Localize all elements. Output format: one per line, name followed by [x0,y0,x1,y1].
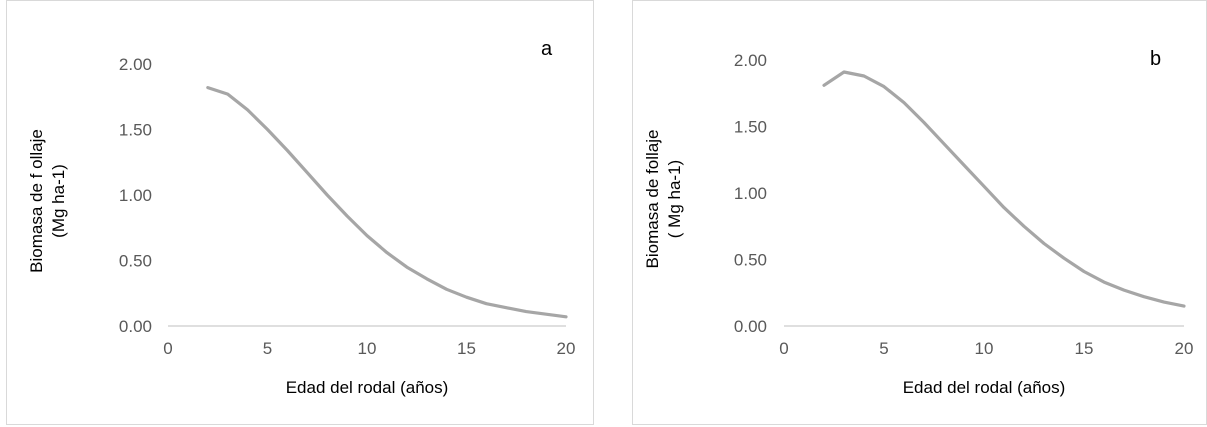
x-axis-title: Edad del rodal (años) [903,378,1066,397]
chart-panel-b: 0.00 0.50 1.00 1.50 2.00 0 5 10 15 20 Edad del rod… [632,0,1207,425]
y-tick-label: 2.00 [119,55,152,74]
panel-letter: a [541,38,553,60]
series-line [822,70,1186,308]
x-axis-title: Edad del rodal (años) [286,378,449,397]
x-tick-label: 5 [263,339,272,358]
y-tick-label: 1.00 [734,184,767,203]
y-tick-label: 0.00 [734,317,767,336]
y-axis-title-line: ( Mg ha-1) [665,160,684,238]
y-tick-label: 0.00 [119,317,152,336]
x-tick-label: 20 [1175,339,1194,358]
x-tick-label: 0 [163,339,172,358]
panel-letter: b [1150,48,1161,70]
x-tick-label: 10 [358,339,377,358]
y-axis-title-line: (Mg ha-1) [49,164,68,238]
chart-b: 0.00 0.50 1.00 1.50 2.00 0 5 10 15 20 Edad del rod… [643,48,1194,397]
x-tick-label: 15 [457,339,476,358]
y-axis-title-line: Biomasa de f ollaje [27,129,46,273]
y-tick-label: 1.50 [119,121,152,140]
x-tick-label: 0 [779,339,788,358]
y-tick-label: 0.50 [734,251,767,270]
x-tick-label: 20 [557,339,576,358]
y-axis-title-line: Biomasa de follaje [643,130,662,269]
y-tick-label: 1.50 [734,118,767,137]
series-line [206,85,568,319]
x-tick-label: 15 [1075,339,1094,358]
chart-a: 0.00 0.50 1.00 1.50 2.00 0 5 10 15 20 Edad del rod… [27,38,576,397]
chart-panel-a: 0.00 0.50 1.00 1.50 2.00 0 5 10 15 20 Edad del rod… [6,0,594,425]
x-tick-label: 5 [879,339,888,358]
y-tick-label: 2.00 [734,51,767,70]
x-tick-label: 10 [975,339,994,358]
y-tick-label: 1.00 [119,186,152,205]
y-tick-label: 0.50 [119,252,152,271]
